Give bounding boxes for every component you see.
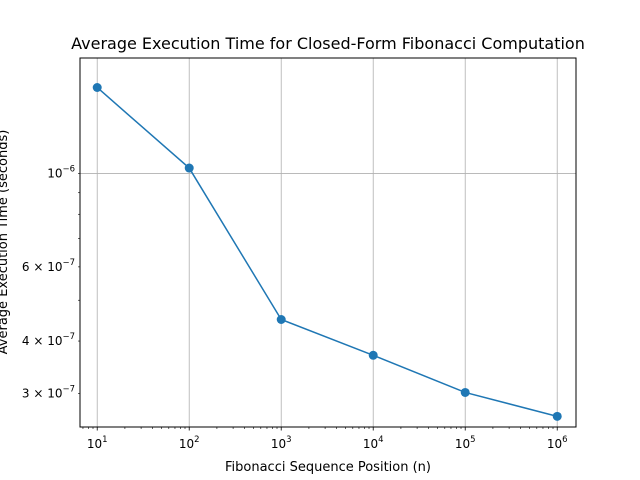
x-tick-label: 103 <box>271 435 292 451</box>
data-point <box>460 387 470 397</box>
data-point <box>184 163 194 173</box>
data-point <box>552 411 562 421</box>
plot-area-frame <box>79 57 577 428</box>
y-tick-label: 4 × 10−7 <box>22 332 75 348</box>
series-line <box>96 86 558 418</box>
series-layer <box>92 82 562 421</box>
data-point <box>368 350 378 360</box>
chart-title: Average Execution Time for Closed-Form F… <box>71 34 585 53</box>
x-tick-label: 101 <box>87 435 108 451</box>
x-tick-label: 102 <box>179 435 200 451</box>
x-axis-label: Fibonacci Sequence Position (n) <box>225 460 431 475</box>
x-tick-label: 105 <box>455 435 476 451</box>
axis-ticks: 101 102 103 104 105 106 10−6 6 × 10−7 4 × 10−7 3 … <box>22 164 568 451</box>
grid <box>80 58 576 427</box>
y-axis-label: Average Execution Time (seconds) <box>0 130 11 355</box>
data-point <box>276 314 286 324</box>
y-tick-label: 6 × 10−7 <box>22 258 75 274</box>
x-tick-label: 104 <box>363 435 384 451</box>
x-tick-label: 106 <box>547 435 568 451</box>
y-tick-label: 10−6 <box>47 164 75 180</box>
y-tick-label: 3 × 10−7 <box>22 385 75 401</box>
data-point <box>92 82 102 92</box>
